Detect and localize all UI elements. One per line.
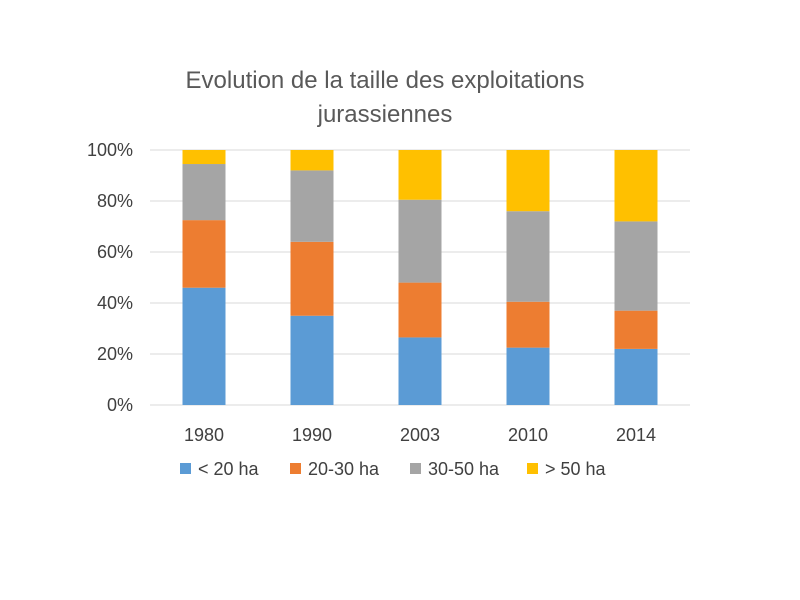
- bar-segment: [506, 347, 550, 405]
- legend-label: 30-50 ha: [428, 459, 500, 479]
- x-tick-label: 2003: [400, 425, 440, 445]
- y-tick-label: 20%: [97, 344, 133, 364]
- y-axis-ticks: 0% 20% 40% 60% 80% 100%: [87, 140, 133, 415]
- bar-segment: [398, 282, 442, 338]
- x-tick-label: 2014: [616, 425, 656, 445]
- y-tick-label: 80%: [97, 191, 133, 211]
- legend-swatch: [410, 463, 421, 474]
- x-tick-label: 1990: [292, 425, 332, 445]
- legend-label: 20-30 ha: [308, 459, 380, 479]
- x-axis-ticks: 1980 1990 2003 2010 2014: [184, 425, 656, 445]
- bar-segment: [290, 241, 334, 316]
- bar-segment: [506, 150, 550, 212]
- y-tick-label: 100%: [87, 140, 133, 160]
- legend-label: > 50 ha: [545, 459, 607, 479]
- y-tick-label: 0%: [107, 395, 133, 415]
- bar-segment: [614, 310, 658, 349]
- chart-title-line-1: Evolution de la taille des exploitations: [186, 67, 585, 94]
- y-tick-label: 60%: [97, 242, 133, 262]
- bar-segment: [506, 301, 550, 348]
- legend-swatch: [290, 463, 301, 474]
- legend: < 20 ha 20-30 ha 30-50 ha > 50 ha: [180, 459, 607, 479]
- legend-swatch: [180, 463, 191, 474]
- bar-segment: [182, 164, 226, 221]
- bar-segment: [614, 221, 658, 311]
- x-tick-label: 2010: [508, 425, 548, 445]
- bar-segment: [398, 337, 442, 405]
- bar-segment: [398, 150, 442, 200]
- bar-segment: [398, 199, 442, 283]
- bar-segment: [290, 150, 334, 171]
- legend-swatch: [527, 463, 538, 474]
- bar-segment: [182, 287, 226, 405]
- bar-segment: [506, 211, 550, 302]
- legend-label: < 20 ha: [198, 459, 260, 479]
- bar-segment: [614, 348, 658, 405]
- bar-segment: [182, 150, 226, 165]
- x-tick-label: 1980: [184, 425, 224, 445]
- bar-segment: [290, 170, 334, 242]
- y-tick-label: 40%: [97, 293, 133, 313]
- bar-segment: [182, 220, 226, 288]
- bar-segment: [614, 150, 658, 222]
- bars: [182, 150, 658, 405]
- bar-segment: [290, 315, 334, 405]
- chart-title-line-2: jurassiennes: [317, 101, 453, 128]
